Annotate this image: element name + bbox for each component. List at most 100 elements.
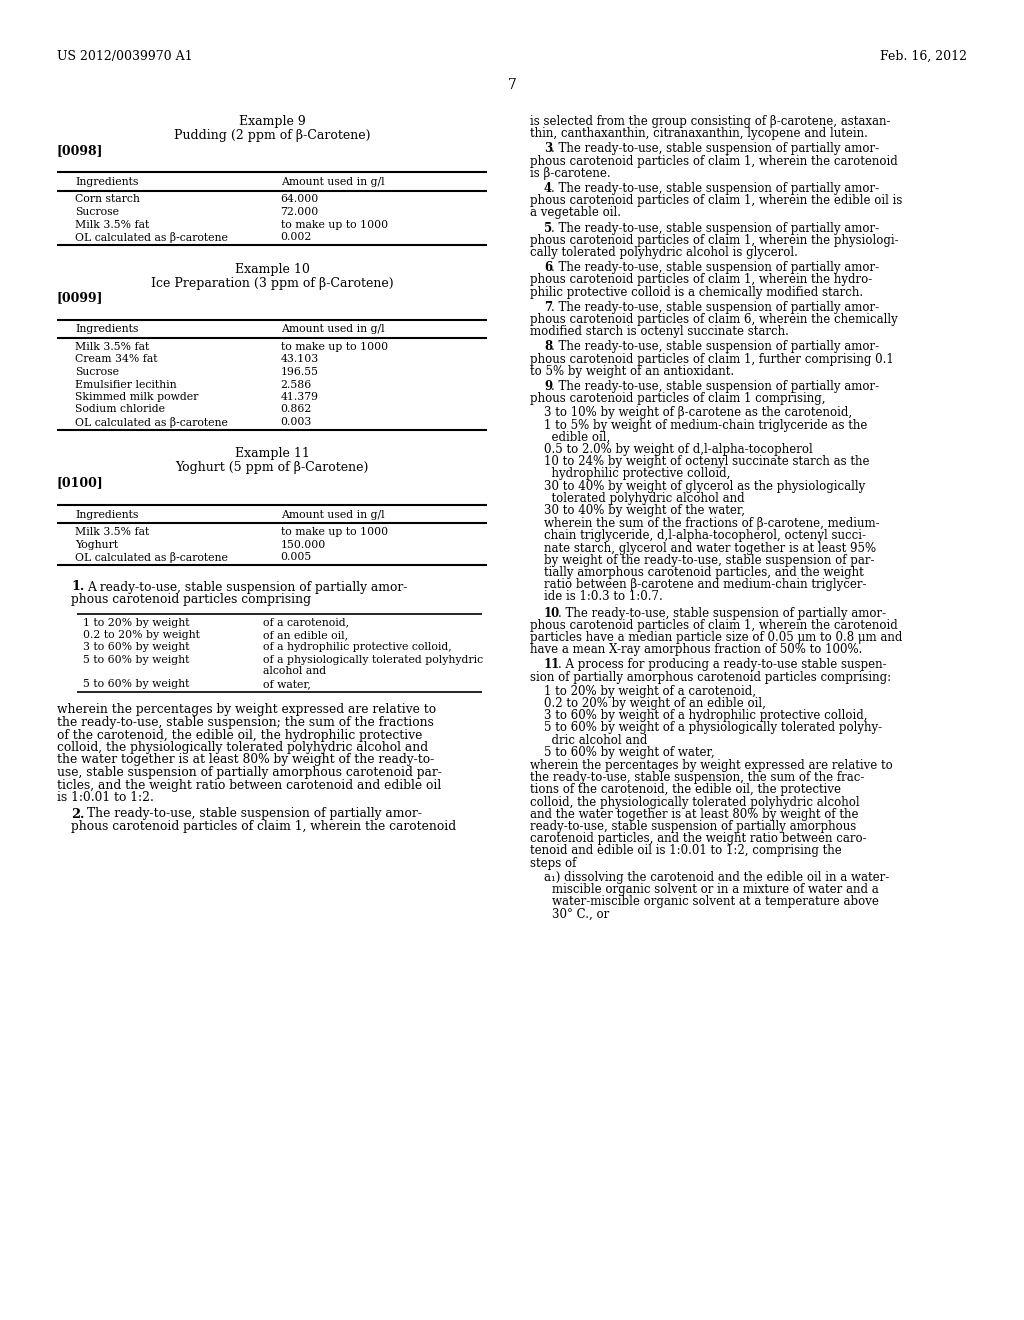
Text: alcohol and: alcohol and: [263, 667, 327, 676]
Text: the water together is at least 80% by weight of the ready-to-: the water together is at least 80% by we…: [57, 754, 434, 767]
Text: 3 to 10% by weight of β-carotene as the carotenoid,: 3 to 10% by weight of β-carotene as the …: [544, 407, 852, 420]
Text: Emulsifier lecithin: Emulsifier lecithin: [75, 380, 176, 389]
Text: 0.2 to 20% by weight of an edible oil,: 0.2 to 20% by weight of an edible oil,: [544, 697, 766, 710]
Text: Ice Preparation (3 ppm of β-Carotene): Ice Preparation (3 ppm of β-Carotene): [151, 276, 393, 289]
Text: tially amorphous carotenoid particles, and the weight: tially amorphous carotenoid particles, a…: [544, 566, 864, 579]
Text: . The ready-to-use, stable suspension of partially amor-: . The ready-to-use, stable suspension of…: [551, 301, 880, 314]
Text: the ready-to-use, stable suspension; the sum of the fractions: the ready-to-use, stable suspension; the…: [57, 715, 434, 729]
Text: A ready-to-use, stable suspension of partially amor-: A ready-to-use, stable suspension of par…: [87, 581, 408, 594]
Text: . The ready-to-use, stable suspension of partially amor-: . The ready-to-use, stable suspension of…: [551, 222, 880, 235]
Text: tolerated polyhydric alcohol and: tolerated polyhydric alcohol and: [544, 492, 744, 504]
Text: is 1:0.01 to 1:2.: is 1:0.01 to 1:2.: [57, 791, 154, 804]
Text: to make up to 1000: to make up to 1000: [281, 527, 388, 537]
Text: carotenoid particles, and the weight ratio between caro-: carotenoid particles, and the weight rat…: [530, 832, 866, 845]
Text: ready-to-use, stable suspension of partially amorphous: ready-to-use, stable suspension of parti…: [530, 820, 856, 833]
Text: Skimmed milk powder: Skimmed milk powder: [75, 392, 199, 403]
Text: 1 to 20% by weight: 1 to 20% by weight: [83, 618, 189, 627]
Text: the ready-to-use, stable suspension, the sum of the frac-: the ready-to-use, stable suspension, the…: [530, 771, 864, 784]
Text: to make up to 1000: to make up to 1000: [281, 219, 388, 230]
Text: Example 11: Example 11: [234, 447, 309, 461]
Text: wherein the percentages by weight expressed are relative to: wherein the percentages by weight expres…: [57, 704, 436, 717]
Text: phous carotenoid particles of claim 1, wherein the hydro-: phous carotenoid particles of claim 1, w…: [530, 273, 872, 286]
Text: Amount used in g/l: Amount used in g/l: [281, 177, 384, 187]
Text: phous carotenoid particles of claim 1, wherein the carotenoid: phous carotenoid particles of claim 1, w…: [530, 619, 898, 632]
Text: . The ready-to-use, stable suspension of partially amor-: . The ready-to-use, stable suspension of…: [551, 261, 880, 275]
Text: The ready-to-use, stable suspension of partially amor-: The ready-to-use, stable suspension of p…: [87, 808, 422, 821]
Text: 41.379: 41.379: [281, 392, 318, 403]
Text: [0100]: [0100]: [57, 477, 103, 490]
Text: ide is 1:0.3 to 1:0.7.: ide is 1:0.3 to 1:0.7.: [544, 590, 663, 603]
Text: and the water together is at least 80% by weight of the: and the water together is at least 80% b…: [530, 808, 858, 821]
Text: . The ready-to-use, stable suspension of partially amor-: . The ready-to-use, stable suspension of…: [551, 341, 880, 354]
Text: of the carotenoid, the edible oil, the hydrophilic protective: of the carotenoid, the edible oil, the h…: [57, 729, 422, 742]
Text: Amount used in g/l: Amount used in g/l: [281, 325, 384, 334]
Text: to 5% by weight of an antioxidant.: to 5% by weight of an antioxidant.: [530, 364, 734, 378]
Text: Ingredients: Ingredients: [75, 510, 138, 520]
Text: Milk 3.5% fat: Milk 3.5% fat: [75, 527, 150, 537]
Text: 2.586: 2.586: [281, 380, 312, 389]
Text: 150.000: 150.000: [281, 540, 326, 549]
Text: a vegetable oil.: a vegetable oil.: [530, 206, 621, 219]
Text: phous carotenoid particles of claim 1 comprising,: phous carotenoid particles of claim 1 co…: [530, 392, 825, 405]
Text: 7: 7: [544, 301, 552, 314]
Text: . The ready-to-use, stable suspension of partially amor-: . The ready-to-use, stable suspension of…: [558, 607, 886, 619]
Text: modified starch is octenyl succinate starch.: modified starch is octenyl succinate sta…: [530, 325, 788, 338]
Text: . The ready-to-use, stable suspension of partially amor-: . The ready-to-use, stable suspension of…: [551, 380, 880, 393]
Text: OL calculated as β-carotene: OL calculated as β-carotene: [75, 232, 228, 243]
Text: Sucrose: Sucrose: [75, 367, 119, 378]
Text: 30 to 40% by weight of the water,: 30 to 40% by weight of the water,: [544, 504, 745, 517]
Text: wherein the sum of the fractions of β-carotene, medium-: wherein the sum of the fractions of β-ca…: [544, 517, 880, 531]
Text: of a hydrophilic protective colloid,: of a hydrophilic protective colloid,: [263, 643, 452, 652]
Text: phous carotenoid particles of claim 1, further comprising 0.1: phous carotenoid particles of claim 1, f…: [530, 352, 894, 366]
Text: ticles, and the weight ratio between carotenoid and edible oil: ticles, and the weight ratio between car…: [57, 779, 441, 792]
Text: 8: 8: [544, 341, 552, 354]
Text: OL calculated as β-carotene: OL calculated as β-carotene: [75, 552, 228, 564]
Text: chain triglyceride, d,l-alpha-tocopherol, octenyl succi-: chain triglyceride, d,l-alpha-tocopherol…: [544, 529, 866, 543]
Text: is selected from the group consisting of β-carotene, astaxan-: is selected from the group consisting of…: [530, 115, 891, 128]
Text: 196.55: 196.55: [281, 367, 318, 378]
Text: wherein the percentages by weight expressed are relative to: wherein the percentages by weight expres…: [530, 759, 893, 772]
Text: 30° C., or: 30° C., or: [552, 907, 609, 920]
Text: cally tolerated polyhydric alcohol is glycerol.: cally tolerated polyhydric alcohol is gl…: [530, 246, 798, 259]
Text: 3: 3: [544, 143, 552, 156]
Text: Ingredients: Ingredients: [75, 325, 138, 334]
Text: 0.862: 0.862: [281, 404, 312, 414]
Text: 1 to 20% by weight of a carotenoid,: 1 to 20% by weight of a carotenoid,: [544, 685, 756, 698]
Text: 0.005: 0.005: [281, 552, 312, 562]
Text: colloid, the physiologically tolerated polyhydric alcohol: colloid, the physiologically tolerated p…: [530, 796, 859, 809]
Text: . A process for producing a ready-to-use stable suspen-: . A process for producing a ready-to-use…: [558, 659, 887, 672]
Text: Ingredients: Ingredients: [75, 177, 138, 187]
Text: Cream 34% fat: Cream 34% fat: [75, 355, 158, 364]
Text: of an edible oil,: of an edible oil,: [263, 630, 348, 640]
Text: phous carotenoid particles of claim 1, wherein the carotenoid: phous carotenoid particles of claim 1, w…: [71, 820, 456, 833]
Text: phous carotenoid particles of claim 1, wherein the carotenoid: phous carotenoid particles of claim 1, w…: [530, 154, 898, 168]
Text: [0099]: [0099]: [57, 292, 103, 305]
Text: steps of: steps of: [530, 857, 577, 870]
Text: philic protective colloid is a chemically modified starch.: philic protective colloid is a chemicall…: [530, 285, 863, 298]
Text: Example 9: Example 9: [239, 115, 305, 128]
Text: 5 to 60% by weight of water,: 5 to 60% by weight of water,: [544, 746, 715, 759]
Text: to make up to 1000: to make up to 1000: [281, 342, 388, 352]
Text: US 2012/0039970 A1: US 2012/0039970 A1: [57, 50, 193, 63]
Text: 0.2 to 20% by weight: 0.2 to 20% by weight: [83, 630, 200, 640]
Text: Sucrose: Sucrose: [75, 207, 119, 216]
Text: . The ready-to-use, stable suspension of partially amor-: . The ready-to-use, stable suspension of…: [551, 143, 880, 156]
Text: 5 to 60% by weight: 5 to 60% by weight: [83, 678, 189, 689]
Text: edible oil,: edible oil,: [544, 430, 610, 444]
Text: 10: 10: [544, 607, 560, 619]
Text: 5 to 60% by weight: 5 to 60% by weight: [83, 655, 189, 665]
Text: 30 to 40% by weight of glycerol as the physiologically: 30 to 40% by weight of glycerol as the p…: [544, 479, 865, 492]
Text: sion of partially amorphous carotenoid particles comprising:: sion of partially amorphous carotenoid p…: [530, 671, 891, 684]
Text: Sodium chloride: Sodium chloride: [75, 404, 165, 414]
Text: ratio between β-carotene and medium-chain triglycer-: ratio between β-carotene and medium-chai…: [544, 578, 866, 591]
Text: Pudding (2 ppm of β-Carotene): Pudding (2 ppm of β-Carotene): [174, 129, 371, 143]
Text: 0.003: 0.003: [281, 417, 312, 426]
Text: is β-carotene.: is β-carotene.: [530, 166, 610, 180]
Text: miscible organic solvent or in a mixture of water and a: miscible organic solvent or in a mixture…: [552, 883, 879, 896]
Text: Amount used in g/l: Amount used in g/l: [281, 510, 384, 520]
Text: tenoid and edible oil is 1:0.01 to 1:2, comprising the: tenoid and edible oil is 1:0.01 to 1:2, …: [530, 845, 842, 858]
Text: have a mean X-ray amorphous fraction of 50% to 100%.: have a mean X-ray amorphous fraction of …: [530, 643, 862, 656]
Text: 1.: 1.: [71, 581, 84, 594]
Text: phous carotenoid particles comprising: phous carotenoid particles comprising: [71, 593, 311, 606]
Text: particles have a median particle size of 0.05 μm to 0.8 μm and: particles have a median particle size of…: [530, 631, 902, 644]
